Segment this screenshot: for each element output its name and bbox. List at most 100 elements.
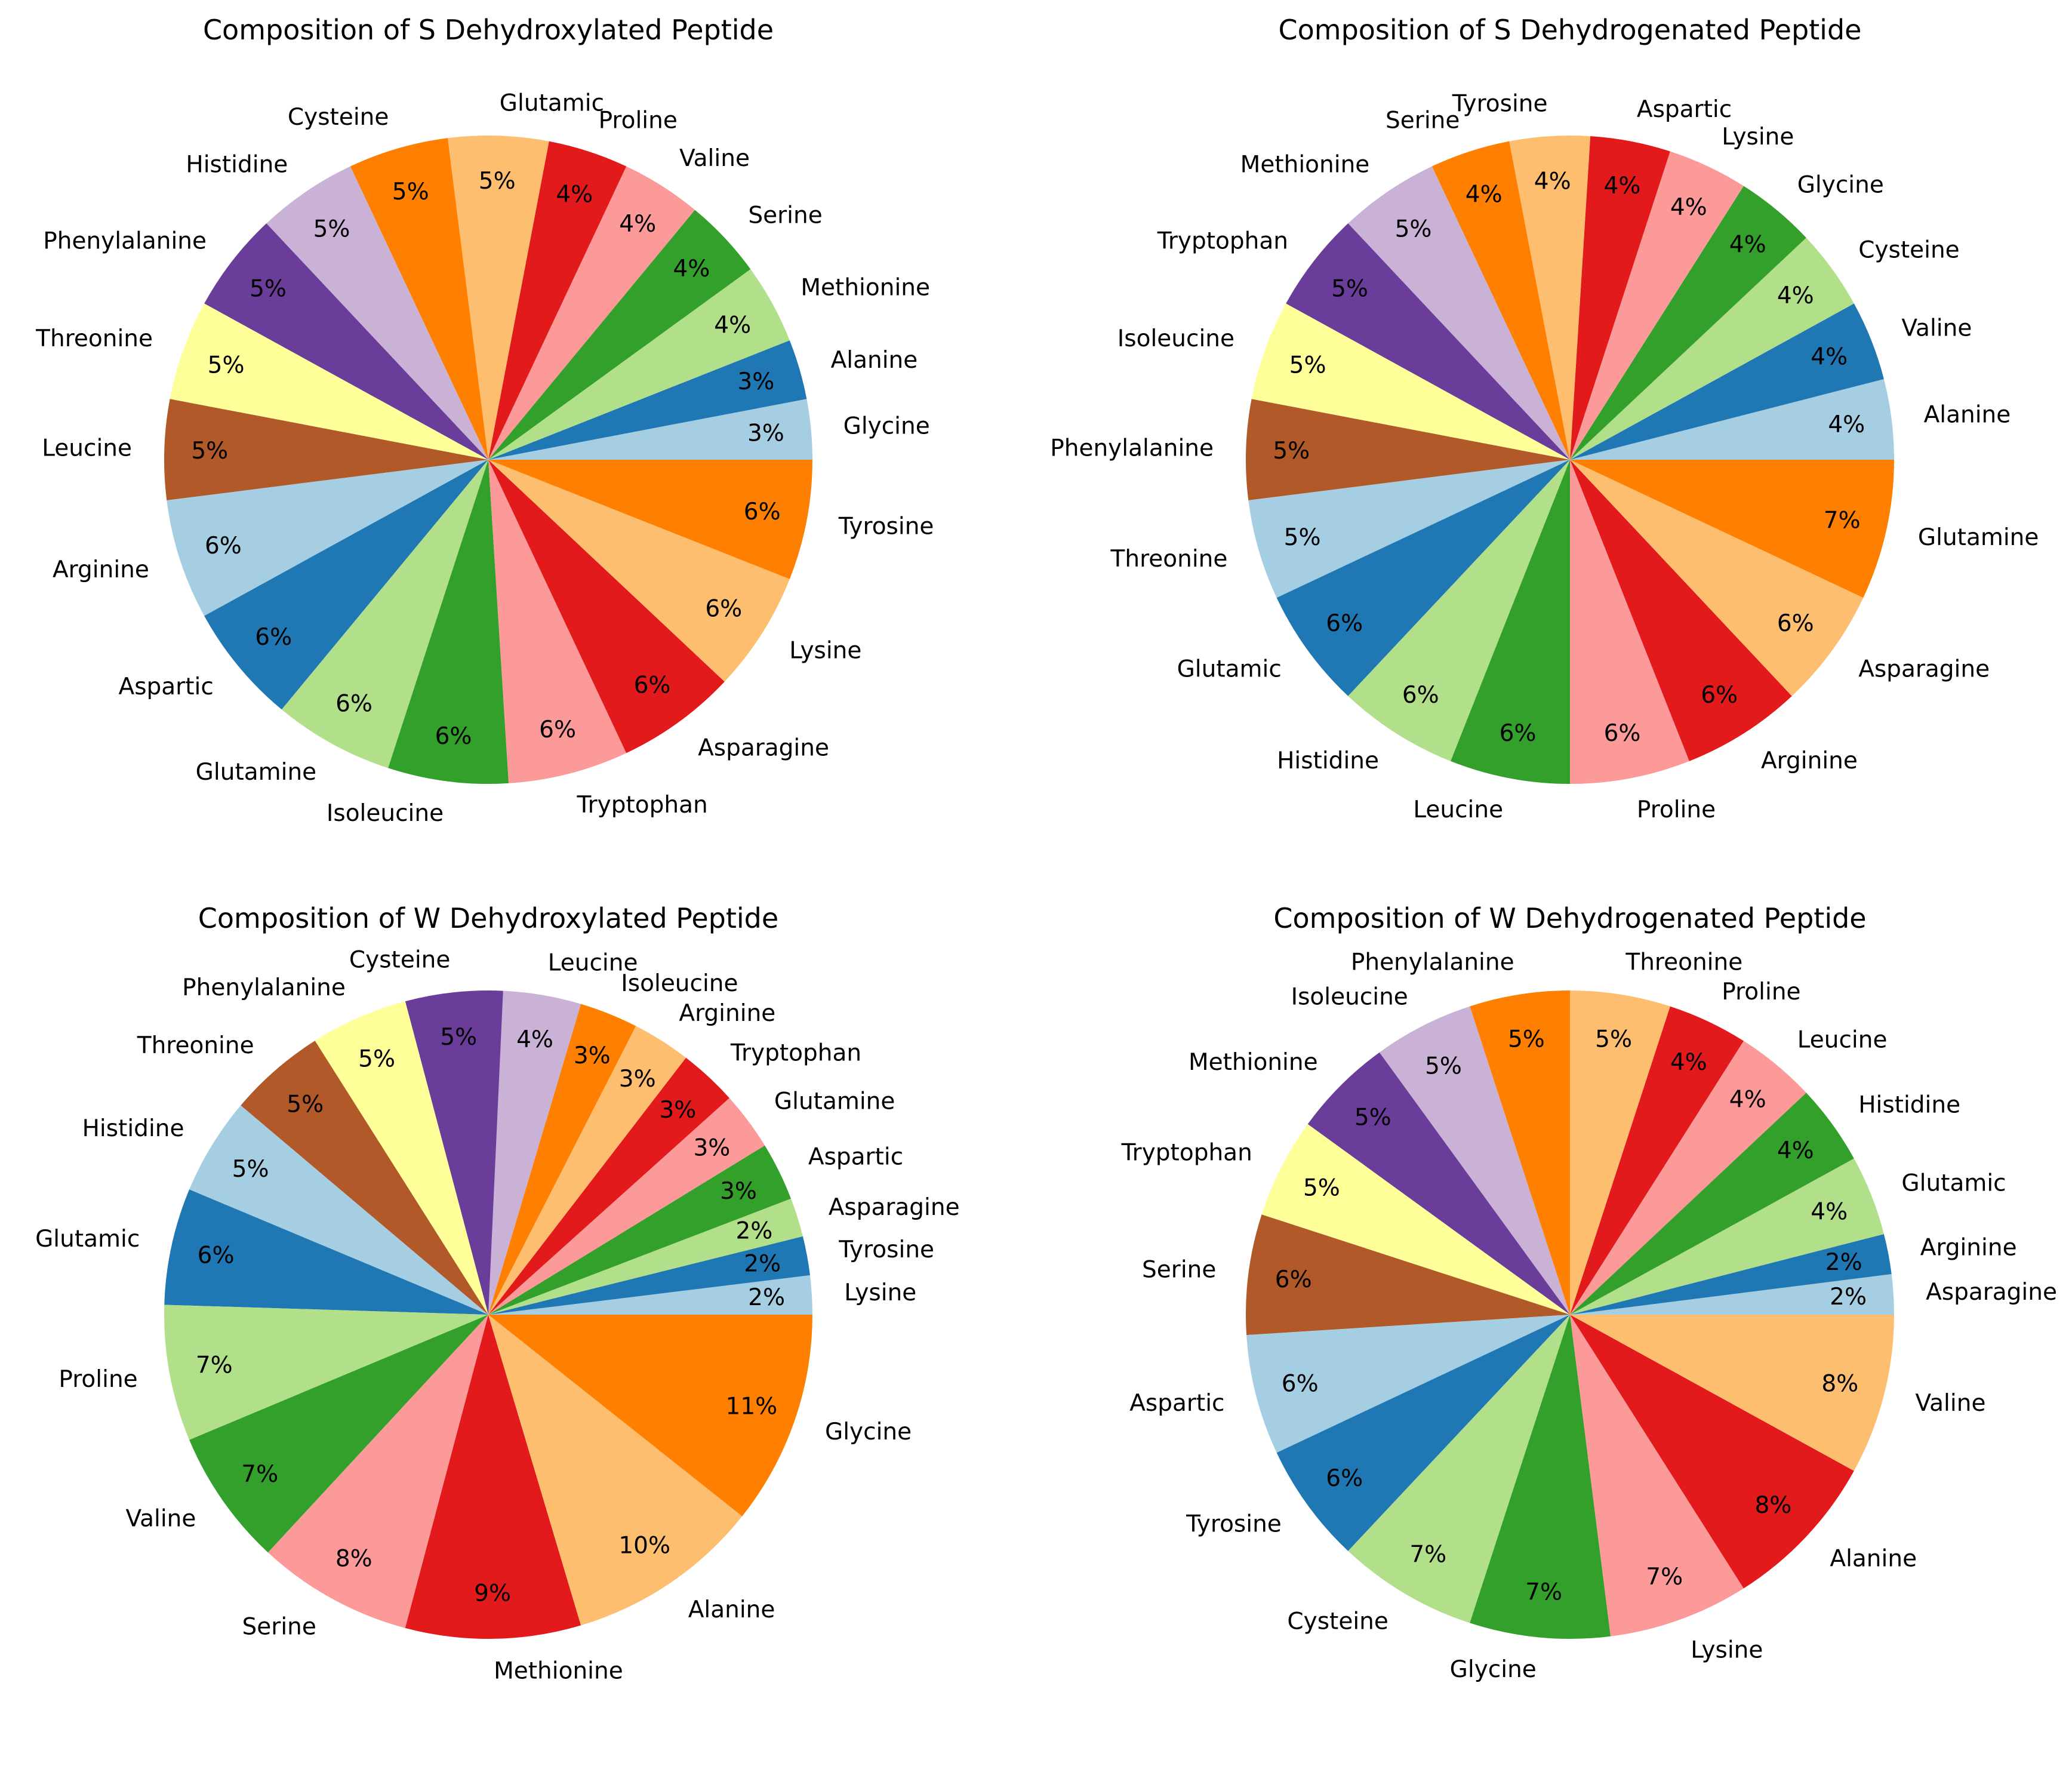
pct-label: 4% xyxy=(1777,1137,1814,1164)
pie-slice-arginine xyxy=(1570,460,1792,761)
pct-label: 5% xyxy=(358,1046,395,1073)
slice-label: Aspartic xyxy=(119,673,214,700)
slice-label: Serine xyxy=(242,1614,316,1641)
pct-label: 5% xyxy=(250,275,287,302)
slice-label: Phenylalanine xyxy=(1050,435,1214,462)
pie-slice-asparagine xyxy=(1570,460,1864,696)
labels: 2% Asparagine 2% Arginine 4% Glutamic 4% Histid… xyxy=(1121,949,2057,1684)
pct-label: 4% xyxy=(1729,1087,1766,1113)
slice-label: Asparagine xyxy=(1858,656,1990,683)
pct-label: 5% xyxy=(392,179,429,205)
pie-slice-methionine xyxy=(405,1315,581,1639)
pct-label: 2% xyxy=(748,1284,785,1311)
slice-label: Alanine xyxy=(831,347,918,374)
pie-slice-aspartic xyxy=(1246,1315,1570,1453)
pie-slice-cysteine xyxy=(350,138,488,460)
pct-label: 4% xyxy=(1604,173,1641,199)
pct-label: 6% xyxy=(335,691,372,718)
slice-label: Tryptophan xyxy=(1121,1139,1252,1166)
slice-label: Glutamic xyxy=(500,90,604,117)
slice-label: Leucine xyxy=(42,435,132,462)
pie-slice-serine xyxy=(488,210,751,460)
pie-slice-threonine xyxy=(1248,460,1570,598)
pie-slice-alanine xyxy=(1570,379,1894,460)
pct-label: 3% xyxy=(737,368,774,395)
pie-slice-proline xyxy=(488,141,627,460)
slice-label: Glutamic xyxy=(1177,656,1282,683)
pie-slice-lysine xyxy=(488,1275,812,1315)
slice-label: Leucine xyxy=(548,950,638,977)
slice-label: Tryptophan xyxy=(577,792,708,819)
slice-label: Isoleucine xyxy=(1291,983,1408,1010)
slice-label: Lysine xyxy=(789,638,861,664)
slice-label: Alanine xyxy=(1830,1545,1917,1572)
pie-slice-aspartic xyxy=(1570,136,1670,460)
slice-label: Glutamic xyxy=(1901,1170,2006,1197)
slice-label: Histidine xyxy=(1858,1091,1960,1118)
slice-label: Histidine xyxy=(1277,747,1379,774)
pie-slice-phenylalanine xyxy=(204,223,488,460)
slice-label: Alanine xyxy=(1924,402,2011,429)
pie-slice-glutamine xyxy=(281,460,488,768)
slice-label: Tyrosine xyxy=(838,513,934,540)
pct-label: 5% xyxy=(440,1024,477,1051)
pie-slice-glutamic xyxy=(164,1189,488,1315)
slice-label: Threonine xyxy=(137,1032,254,1059)
pie-slice-arginine xyxy=(488,1026,686,1315)
slice-label: Serine xyxy=(1142,1257,1216,1284)
pie-slice-lysine xyxy=(1570,151,1744,460)
pie-slice-asparagine xyxy=(488,460,725,753)
slice-label: Phenylalanine xyxy=(1351,949,1514,976)
slice-label: Arginine xyxy=(679,1000,775,1027)
slice-label: Proline xyxy=(1637,796,1716,823)
pie-slice-valine xyxy=(488,166,695,460)
slice-label: Glycine xyxy=(825,1419,912,1445)
slice-label: Glycine xyxy=(1450,1656,1537,1683)
chart-title: Composition of W Dehydroxylated Peptide xyxy=(198,902,778,934)
slice-label: Phenylalanine xyxy=(43,227,207,254)
pie-slice-glycine xyxy=(488,399,812,460)
slice-label: Arginine xyxy=(1920,1235,2017,1262)
slice-label: Cysteine xyxy=(349,947,450,974)
pct-label: 5% xyxy=(1354,1104,1391,1131)
pct-label: 8% xyxy=(1754,1492,1791,1519)
pie-slice-alanine xyxy=(488,340,807,460)
slice-label: Cysteine xyxy=(1287,1608,1388,1635)
slice-label: Serine xyxy=(1386,107,1460,134)
labels: 2% Lysine 2% Tyrosine 2% Asparagine 3% Aspartic… xyxy=(35,947,960,1685)
pie-slice-tyrosine xyxy=(1276,1315,1570,1551)
pie-slice-arginine xyxy=(1570,1233,1892,1315)
slice-label: Proline xyxy=(1722,979,1800,1005)
pct-label: 5% xyxy=(1395,216,1432,242)
pie-slice-phenylalanine xyxy=(1245,399,1570,501)
pct-label: 2% xyxy=(735,1217,772,1244)
pie-slice-histidine xyxy=(1570,1093,1854,1315)
pie-slice-leucine xyxy=(1570,1041,1806,1315)
pie-slice-threonine xyxy=(170,303,488,460)
pie-slice-aspartic xyxy=(204,460,488,710)
pie-slice-leucine xyxy=(488,990,581,1315)
slice-label: Asparagine xyxy=(829,1194,960,1221)
pct-label: 6% xyxy=(255,624,292,651)
slice-label: Aspartic xyxy=(1637,96,1732,123)
pct-label: 5% xyxy=(1595,1026,1632,1053)
pct-label: 4% xyxy=(516,1026,553,1053)
pie-slice-leucine xyxy=(164,399,489,501)
slice-label: Leucine xyxy=(1413,796,1503,823)
pct-label: 6% xyxy=(1326,610,1363,637)
pct-label: 3% xyxy=(693,1134,730,1161)
pie-slice-lysine xyxy=(488,460,790,682)
pct-label: 6% xyxy=(705,596,742,623)
slice-label: Lysine xyxy=(1722,124,1794,150)
slice-label: Proline xyxy=(59,1366,137,1393)
pct-label: 4% xyxy=(1828,411,1865,438)
pct-label: 6% xyxy=(539,716,576,743)
pct-label: 4% xyxy=(714,312,751,339)
pie-slice-isoleucine xyxy=(1251,303,1570,460)
pie-slice-tryptophan xyxy=(1286,223,1570,460)
pct-label: 6% xyxy=(1275,1266,1312,1293)
pct-label: 3% xyxy=(747,420,784,447)
pct-label: 4% xyxy=(619,211,656,238)
slice-label: Valine xyxy=(125,1506,196,1533)
pct-label: 10% xyxy=(618,1532,670,1559)
